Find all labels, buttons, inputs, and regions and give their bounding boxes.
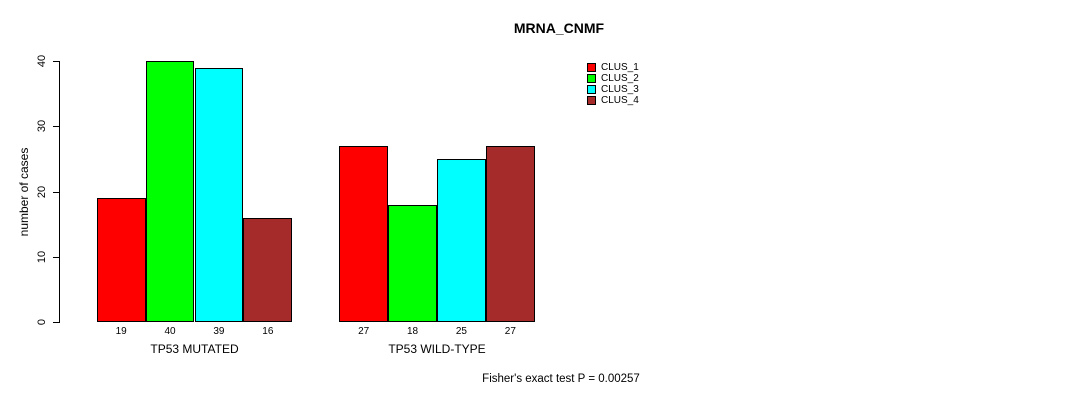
bar-value-label: 27 — [358, 326, 370, 337]
y-tick-label: 20 — [36, 185, 48, 198]
bar — [388, 204, 437, 322]
bar-value-label: 39 — [213, 326, 225, 337]
bar — [96, 198, 146, 322]
x-category-label: TP53 WILD-TYPE — [388, 342, 486, 356]
legend-swatch — [587, 63, 596, 72]
y-tick — [53, 322, 59, 323]
bar-value-label: 27 — [504, 326, 516, 337]
bar — [145, 61, 195, 322]
x-category-label: TP53 MUTATED — [150, 342, 239, 356]
legend-item: CLUS_3 — [587, 84, 639, 95]
bar — [194, 67, 244, 322]
legend-item: CLUS_2 — [587, 73, 639, 84]
bar-value-label: 40 — [164, 326, 176, 337]
chart-title: MRNA_CNMF — [513, 20, 605, 36]
legend: CLUS_1 CLUS_2 CLUS_3 CLUS_4 — [587, 62, 639, 106]
y-tick-label: 30 — [36, 120, 48, 133]
legend-label: CLUS_1 — [601, 61, 639, 73]
legend-label: CLUS_2 — [601, 72, 639, 84]
legend-swatch — [587, 85, 596, 94]
y-tick-label: 40 — [36, 54, 48, 68]
legend-label: CLUS_3 — [601, 83, 639, 95]
y-axis-title: number of cases — [17, 147, 31, 237]
bar — [485, 145, 535, 322]
legend-item: CLUS_1 — [587, 62, 639, 73]
legend-label: CLUS_4 — [601, 94, 639, 106]
bar — [243, 217, 293, 322]
y-tick — [53, 61, 59, 62]
legend-swatch — [587, 96, 596, 105]
y-tick — [53, 126, 59, 128]
bar-value-label: 25 — [455, 326, 467, 337]
legend-swatch — [587, 74, 596, 83]
bar-value-label: 19 — [115, 326, 127, 337]
bar-value-label: 18 — [406, 326, 419, 337]
y-tick — [53, 191, 59, 193]
plot-area — [61, 61, 541, 322]
bar-value-label: 16 — [262, 326, 274, 337]
y-axis-line — [59, 61, 60, 323]
bar — [339, 145, 389, 322]
legend-item: CLUS_4 — [587, 95, 639, 106]
y-tick-label: 0 — [36, 318, 48, 326]
y-tick — [53, 256, 59, 258]
bar — [437, 158, 486, 322]
y-tick-label: 10 — [36, 250, 48, 263]
annotation-text: Fisher's exact test P = 0.00257 — [482, 373, 640, 385]
